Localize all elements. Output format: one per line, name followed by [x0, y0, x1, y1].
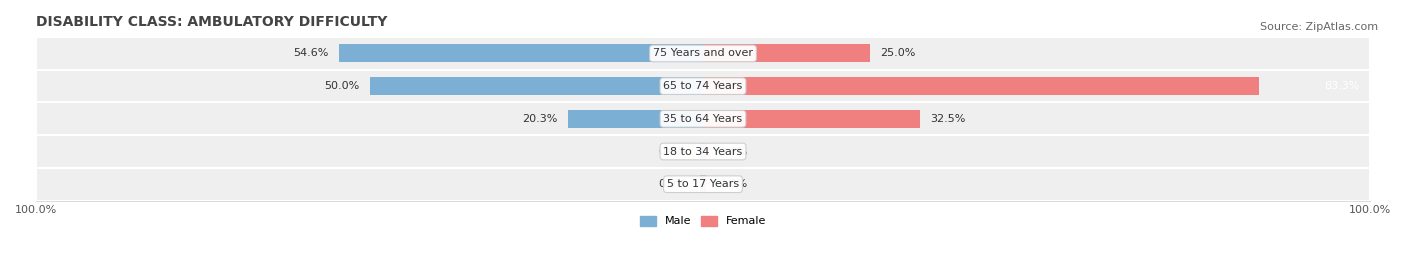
- Text: 20.3%: 20.3%: [522, 114, 558, 124]
- Text: DISABILITY CLASS: AMBULATORY DIFFICULTY: DISABILITY CLASS: AMBULATORY DIFFICULTY: [37, 15, 388, 29]
- Text: 0.0%: 0.0%: [658, 179, 686, 189]
- Bar: [703, 44, 870, 62]
- Text: 65 to 74 Years: 65 to 74 Years: [664, 81, 742, 91]
- Bar: [339, 44, 703, 62]
- Text: 50.0%: 50.0%: [325, 81, 360, 91]
- Bar: [370, 77, 703, 95]
- Text: 0.0%: 0.0%: [720, 147, 748, 157]
- Text: 5 to 17 Years: 5 to 17 Years: [666, 179, 740, 189]
- Bar: [37, 102, 1369, 135]
- Bar: [703, 77, 1258, 95]
- Text: Source: ZipAtlas.com: Source: ZipAtlas.com: [1260, 22, 1378, 31]
- Bar: [37, 37, 1369, 70]
- Bar: [37, 135, 1369, 168]
- Bar: [703, 110, 920, 128]
- Text: 32.5%: 32.5%: [929, 114, 965, 124]
- Bar: [37, 168, 1369, 200]
- Bar: [568, 110, 703, 128]
- Bar: [700, 143, 703, 161]
- Text: 25.0%: 25.0%: [880, 48, 915, 58]
- Text: 83.3%: 83.3%: [1324, 81, 1360, 91]
- Text: 35 to 64 Years: 35 to 64 Years: [664, 114, 742, 124]
- Bar: [37, 70, 1369, 102]
- Text: 0.0%: 0.0%: [658, 147, 686, 157]
- Bar: [703, 175, 706, 193]
- Text: 75 Years and over: 75 Years and over: [652, 48, 754, 58]
- Text: 0.0%: 0.0%: [720, 179, 748, 189]
- Bar: [703, 143, 706, 161]
- Text: 18 to 34 Years: 18 to 34 Years: [664, 147, 742, 157]
- Bar: [700, 175, 703, 193]
- Text: 54.6%: 54.6%: [294, 48, 329, 58]
- Legend: Male, Female: Male, Female: [636, 211, 770, 231]
